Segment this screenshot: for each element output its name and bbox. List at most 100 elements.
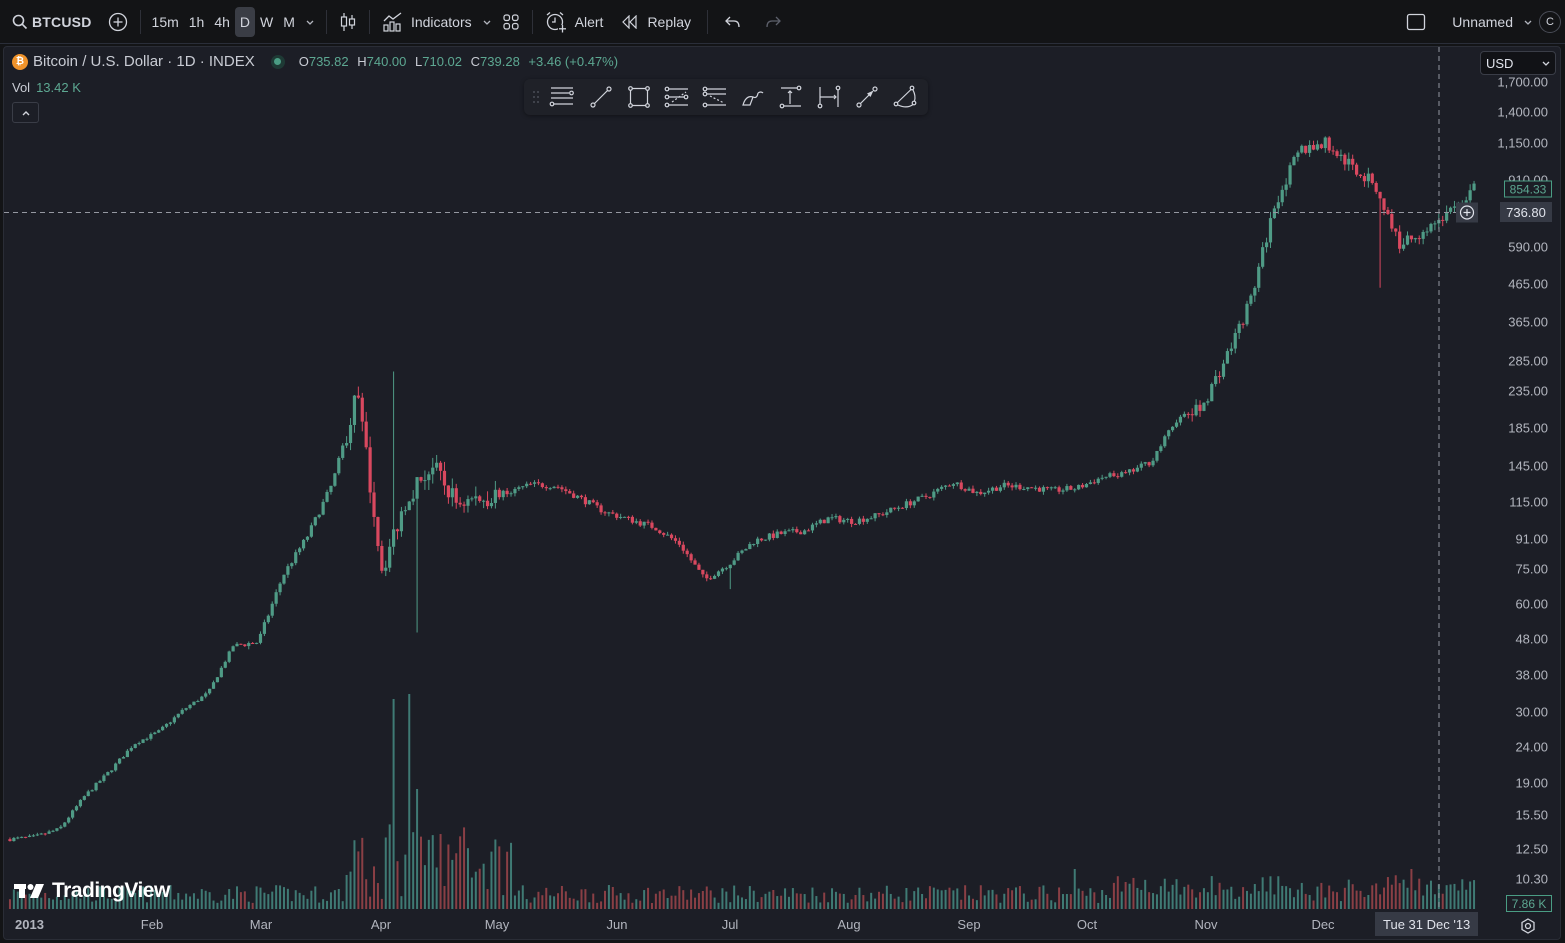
chevron-up-icon	[22, 110, 29, 115]
timeframe-dropdown[interactable]	[300, 7, 320, 37]
horizontal-lines-tool[interactable]	[544, 82, 582, 112]
series-legend: ₿ Bitcoin / U.S. Dollar · 1D · INDEX O73…	[12, 53, 623, 70]
plus-circle-icon	[108, 12, 127, 31]
timeframe-w[interactable]: W	[260, 13, 274, 30]
tradingview-logo[interactable]: TradingView	[14, 879, 170, 903]
redo-button[interactable]	[758, 7, 788, 37]
price-tick-label: 60.00	[1515, 596, 1548, 612]
date-range-icon	[817, 85, 841, 109]
change-value: +3.46 (+0.47%)	[528, 54, 619, 69]
parallel-channel-tool[interactable]	[658, 82, 696, 112]
chevron-down-icon	[483, 20, 491, 25]
arc-tool[interactable]	[886, 82, 924, 112]
price-tick-label: 235.00	[1508, 383, 1548, 399]
replay-button[interactable]: Replay	[615, 7, 697, 37]
chart-pane[interactable]: ₿ Bitcoin / U.S. Dollar · 1D · INDEX O73…	[3, 46, 1561, 940]
avatar: C	[1539, 10, 1561, 33]
timeframe-1h[interactable]: 1h	[188, 13, 205, 30]
gear-icon	[1521, 918, 1535, 934]
undo-button[interactable]	[718, 7, 748, 37]
price-tick-label: 1,400.00	[1497, 104, 1548, 120]
market-status-icon[interactable]	[270, 54, 285, 69]
time-tick-label: May	[484, 917, 510, 932]
timeframe-15m[interactable]: 15m	[151, 13, 179, 30]
layouts-button[interactable]	[496, 7, 526, 37]
layout-name: Unnamed	[1452, 13, 1513, 30]
grid-layout-icon	[503, 13, 519, 30]
price-chart[interactable]	[4, 47, 1480, 909]
currency-select[interactable]: USD	[1480, 51, 1556, 75]
price-tick-label: 24.00	[1515, 739, 1548, 755]
undo-icon	[725, 16, 740, 27]
candles-icon	[340, 12, 356, 31]
layout-dropdown[interactable]	[1519, 7, 1537, 37]
indicators-label: Indicators	[410, 13, 472, 30]
collapse-legend-button[interactable]	[12, 102, 39, 123]
arrow-tool[interactable]	[848, 82, 886, 112]
price-tick-label: 115.00	[1509, 494, 1548, 510]
price-tick-label: 19.00	[1515, 775, 1548, 791]
time-tick-label: Feb	[140, 917, 164, 932]
arrow-icon	[856, 86, 878, 108]
symbol-search[interactable]: BTCUSD	[6, 7, 98, 37]
time-tick-label: Oct	[1076, 917, 1098, 932]
rectangle-tool[interactable]	[620, 82, 658, 112]
volume-last-label: 7.86 K	[1506, 895, 1552, 912]
price-tick-label: 285.00	[1508, 353, 1548, 369]
price-tick-label: 10.30	[1515, 871, 1548, 887]
volume-bars	[8, 694, 1476, 909]
time-tick-label: Sep	[957, 917, 981, 932]
square-icon	[1407, 13, 1426, 30]
price-tick-label: 75.00	[1515, 561, 1548, 577]
alert-label: Alert	[574, 13, 604, 30]
pitchfork-tool[interactable]	[696, 82, 734, 112]
trend-line-tool[interactable]	[582, 82, 620, 112]
fullscreen-button[interactable]	[1400, 7, 1432, 37]
timeframe-m[interactable]: M	[283, 13, 295, 30]
price-tick-label: 48.00	[1515, 631, 1548, 647]
brush-tool[interactable]	[734, 82, 772, 112]
replay-label: Replay	[647, 13, 692, 30]
timeframe-4h[interactable]: 4h	[214, 13, 230, 30]
time-axis[interactable]: 2013 Feb Mar Apr May Jun Jul Aug Sep Oct Nov Dec Tue…	[4, 909, 1480, 939]
add-alert-plus-icon[interactable]	[1456, 202, 1478, 223]
date-range-tool[interactable]	[810, 82, 848, 112]
price-tick-label: 465.00	[1508, 276, 1548, 292]
low-value: 710.02	[422, 54, 463, 69]
ohlc-values: O735.82 H740.00 L710.02 C739.28 +3.46 (+…	[298, 54, 619, 69]
time-tick-label: Jul	[721, 917, 739, 932]
candles	[8, 136, 1476, 842]
series-title[interactable]: Bitcoin / U.S. Dollar · 1D · INDEX	[33, 53, 255, 70]
indicators-dropdown[interactable]	[478, 7, 496, 37]
bitcoin-logo-icon: ₿	[12, 53, 28, 70]
drawing-toolbar	[524, 79, 928, 115]
crosshair-price-label: 736.80	[1500, 202, 1552, 223]
price-tick-label: 145.00	[1508, 458, 1548, 474]
indicators-button[interactable]: Indicators	[376, 7, 478, 37]
symbol-name: BTCUSD	[32, 13, 92, 30]
chart-type-button[interactable]	[333, 7, 363, 37]
price-tick-label: 185.00	[1508, 420, 1548, 436]
trend-line-icon	[590, 86, 612, 108]
price-tick-label: 590.00	[1508, 239, 1548, 255]
tradingview-logo-icon	[14, 884, 44, 898]
price-tick-label: 30.00	[1515, 704, 1548, 720]
redo-icon	[766, 16, 781, 27]
search-icon	[12, 14, 28, 29]
drag-handle-icon[interactable]	[532, 87, 544, 107]
close-value: 739.28	[480, 54, 520, 69]
price-range-tool[interactable]	[772, 82, 810, 112]
alert-button[interactable]: Alert	[539, 7, 610, 37]
price-axis[interactable]: USD 1,700.00 1,400.00 1,150.00 910.00 590.00…	[1478, 47, 1560, 912]
layout-name-button[interactable]: Unnamed	[1446, 7, 1519, 37]
arc-icon	[893, 85, 917, 108]
chevron-down-icon	[1542, 61, 1550, 66]
timeframe-d[interactable]: D	[234, 6, 256, 37]
chart-settings-button[interactable]	[1520, 918, 1536, 934]
crosshair	[4, 47, 1480, 909]
price-tick-label: 1,150.00	[1497, 135, 1548, 151]
divider	[531, 9, 533, 34]
user-avatar[interactable]: C	[1537, 7, 1565, 37]
compare-symbol-button[interactable]	[102, 7, 134, 37]
price-tick-label: 365.00	[1508, 314, 1548, 330]
